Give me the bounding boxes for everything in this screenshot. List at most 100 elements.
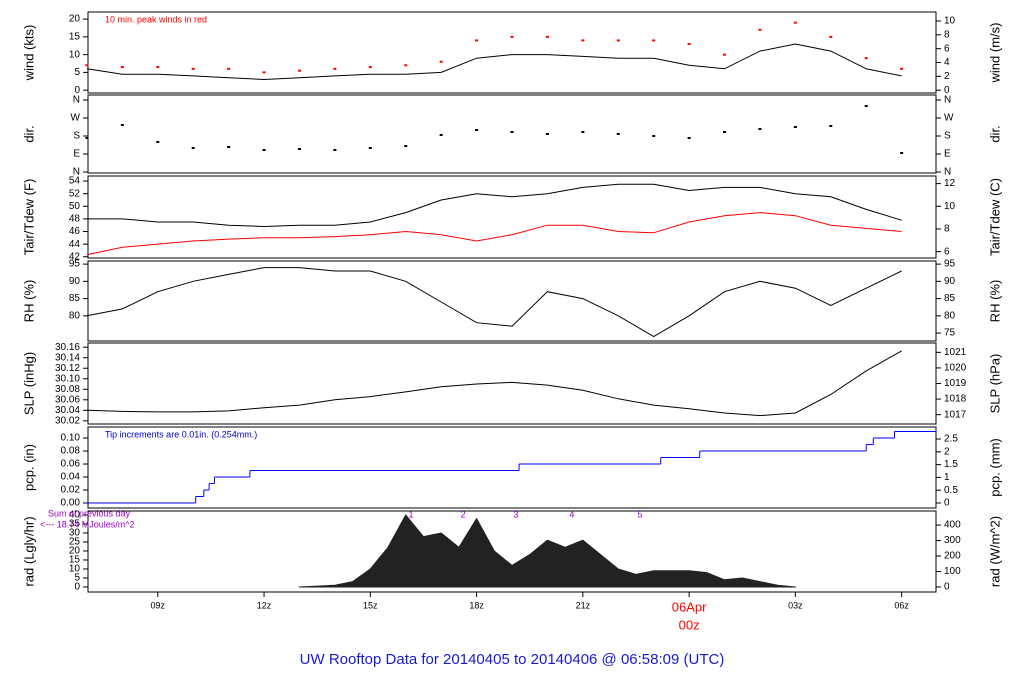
data-point	[652, 135, 656, 137]
data-line	[86, 267, 902, 338]
y2-tick-label: 6	[944, 246, 950, 257]
y2-tick-label: 2	[944, 446, 950, 457]
y-tick-label: 0.02	[61, 485, 81, 496]
y2-tick-label: N	[944, 167, 951, 178]
y-tick-label: 25	[69, 537, 81, 548]
hour-mark: 5	[637, 509, 642, 519]
data-point	[439, 60, 443, 63]
y-tick-label: 10	[69, 49, 81, 60]
y-axis-title: pcp. (in)	[21, 444, 36, 491]
data-point	[864, 105, 868, 107]
data-point	[616, 133, 620, 135]
y-tick-label: E	[73, 149, 80, 160]
data-point	[545, 35, 549, 38]
y2-tick-label: 80	[944, 310, 956, 321]
panel-frame	[87, 260, 937, 342]
y-tick-label: 30.12	[55, 363, 80, 374]
data-point	[227, 67, 231, 70]
y-tick-label: 90	[69, 276, 81, 287]
y2-tick-label: N	[944, 95, 951, 106]
y-tick-label: 30	[69, 528, 81, 539]
data-point	[793, 21, 797, 24]
y2-tick-label: 12	[944, 178, 956, 189]
data-point	[900, 67, 904, 70]
y-tick-label: 30.06	[55, 394, 80, 405]
y2-axis-title: rad (W/m^2)	[987, 516, 1002, 587]
y-tick-label: 0.06	[61, 459, 81, 470]
y2-tick-label: 0	[944, 85, 950, 96]
y2-tick-label: W	[944, 113, 954, 124]
data-area	[298, 514, 797, 588]
y-tick-label: 15	[69, 555, 81, 566]
y-axis-title: Tair/Tdew (F)	[21, 179, 36, 256]
y-tick-label: 0.00	[61, 498, 81, 509]
y2-axis-title: RH (%)	[987, 280, 1002, 323]
data-point	[723, 53, 727, 56]
panel-frame	[87, 342, 937, 425]
x-tick-label: 03z	[788, 600, 803, 610]
data-line	[86, 43, 902, 81]
y-tick-label: 30.04	[55, 405, 80, 416]
data-point	[510, 35, 514, 38]
data-point	[723, 131, 727, 133]
y2-tick-label: 1021	[944, 347, 967, 358]
data-point	[581, 131, 585, 133]
y2-tick-label: 1	[944, 472, 950, 483]
data-point	[120, 124, 124, 126]
panel-frame	[87, 94, 937, 174]
y2-tick-label: 0	[944, 498, 950, 509]
y2-tick-label: 8	[944, 224, 950, 235]
data-point	[297, 69, 301, 72]
y-tick-label: 44	[69, 239, 81, 250]
data-point	[652, 39, 656, 42]
y-tick-label: 30.14	[55, 352, 80, 363]
y-tick-label: 50	[69, 201, 81, 212]
data-point	[404, 64, 408, 67]
y-tick-label: 0.10	[61, 433, 81, 444]
y2-tick-label: S	[944, 131, 951, 142]
annotation: Sum of previous day	[48, 508, 131, 518]
y2-tick-label: 400	[944, 520, 961, 531]
y2-tick-label: 2	[944, 71, 950, 82]
y2-tick-label: 100	[944, 566, 961, 577]
y2-tick-label: 1.5	[944, 459, 958, 470]
hour-mark: 3	[513, 509, 518, 519]
data-point	[156, 66, 160, 69]
y-tick-label: 54	[69, 176, 81, 187]
y-tick-label: 20	[69, 14, 81, 25]
x-tick-label: 12z	[257, 600, 272, 610]
data-point	[829, 35, 833, 38]
y2-tick-label: 300	[944, 535, 961, 546]
annotation: 10 min. peak winds in red	[105, 14, 207, 24]
data-point	[581, 39, 585, 42]
data-point	[687, 42, 691, 45]
data-point	[545, 133, 549, 135]
data-point	[687, 137, 691, 139]
y-tick-label: 15	[69, 32, 81, 43]
data-point	[758, 128, 762, 130]
y2-tick-label: 2.5	[944, 434, 958, 445]
y2-tick-label: 1018	[944, 394, 967, 405]
data-point	[616, 39, 620, 42]
y-tick-label: 10	[69, 564, 81, 575]
x-tick-label: 18z	[469, 600, 484, 610]
y2-axis-title: dir.	[987, 125, 1002, 142]
y2-tick-label: 0.5	[944, 485, 958, 496]
data-point	[156, 141, 160, 143]
annotation: <--- 18.74 MJoules/m^2	[40, 519, 135, 529]
x-tick-label: 21z	[576, 600, 591, 610]
y-tick-label: 0	[74, 582, 80, 593]
y-tick-label: 0	[74, 85, 80, 96]
data-line	[86, 183, 902, 228]
x-tick-label: 09z	[151, 600, 166, 610]
data-line	[86, 350, 902, 417]
y2-axis-title: wind (m/s)	[987, 23, 1002, 84]
y2-tick-label: 0	[944, 582, 950, 593]
chart-title: UW Rooftop Data for 20140405 to 20140406…	[300, 651, 725, 668]
data-point	[439, 134, 443, 136]
x-tick-label: 15z	[363, 600, 378, 610]
hour-mark: 1	[409, 509, 414, 519]
y-tick-label: 85	[69, 293, 81, 304]
hour-mark: 2	[461, 509, 466, 519]
